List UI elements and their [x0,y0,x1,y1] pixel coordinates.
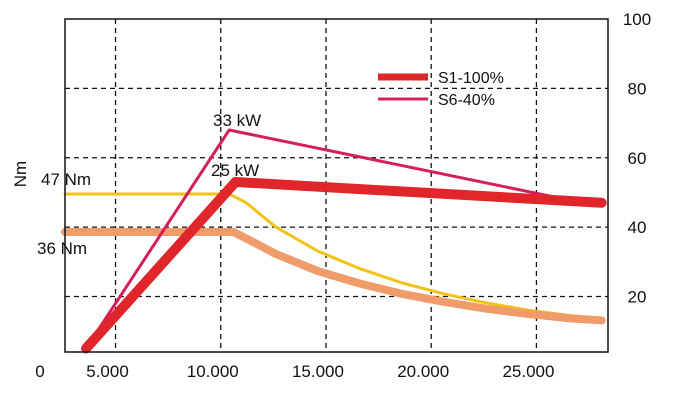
tick-labels: 0 5.000 10.000 15.000 20.000 25.000 20 40 60 80 10… [35,10,651,381]
series-group [61,128,607,354]
x-tick-label: 15.000 [292,362,344,381]
x-tick-label: 5.000 [86,362,129,381]
power-label: 33 kW [213,111,261,130]
x-tick-label: 25.000 [502,362,554,381]
series-line-torque-3 [61,228,606,325]
y2-tick-label: 100 [623,10,651,29]
torque-label: 47 Nm [41,170,91,189]
y2-tick-label: 80 [628,79,647,98]
grid [65,19,608,352]
y2-tick-label: 60 [628,149,647,168]
torque-label: 36 Nm [37,239,87,258]
x-tick-label: 0 [35,362,44,381]
y2-tick-label: 20 [628,288,647,307]
legend: S1-100% S6-40% [378,70,504,109]
y2-tick-label: 40 [628,218,647,237]
x-tick-label: 20.000 [397,362,449,381]
y-axis-label: Nm [11,161,30,187]
series-line-s6-40- [84,128,585,350]
legend-label: S1-100% [438,70,504,87]
series-line-s1-100- [81,177,607,354]
legend-label: S6-40% [438,92,495,109]
x-tick-label: 10.000 [187,362,239,381]
annotations: 47 Nm 36 Nm 33 kW 25 kW [37,111,261,258]
power-label: 25 kW [211,161,259,180]
plot-frame [64,18,609,353]
